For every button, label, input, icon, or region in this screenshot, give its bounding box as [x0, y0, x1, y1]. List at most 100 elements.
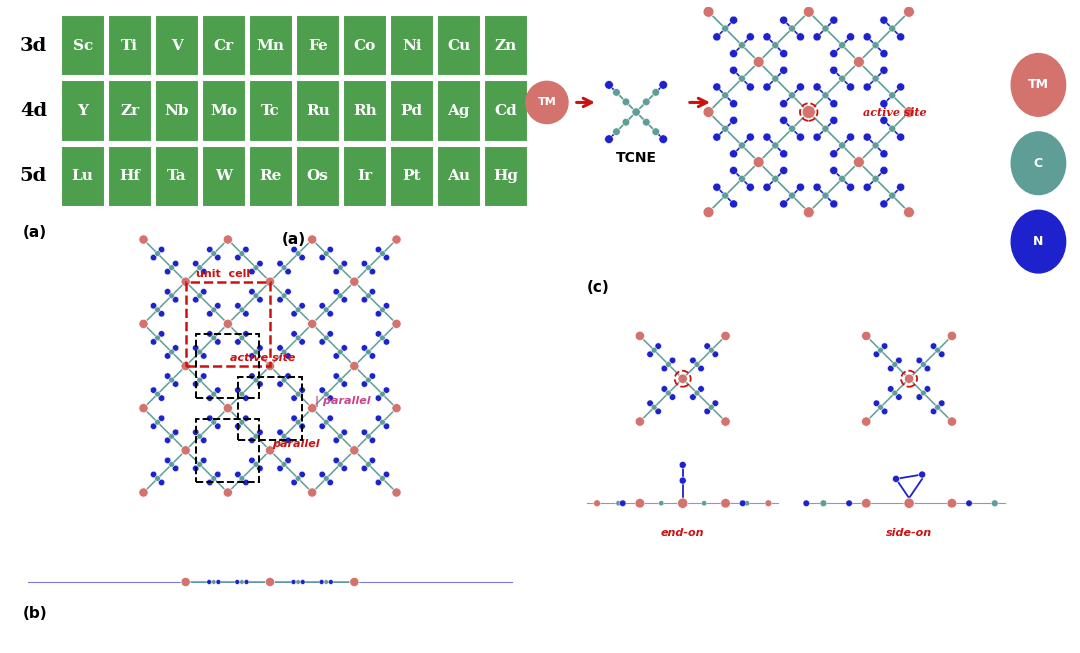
Circle shape	[365, 462, 372, 468]
Circle shape	[708, 404, 714, 410]
Text: Cr: Cr	[214, 39, 233, 53]
Circle shape	[369, 457, 376, 464]
Circle shape	[291, 246, 297, 253]
Circle shape	[822, 25, 829, 32]
Circle shape	[154, 251, 161, 257]
Circle shape	[383, 387, 390, 393]
Circle shape	[896, 183, 905, 191]
Text: Mn: Mn	[257, 39, 285, 53]
Circle shape	[654, 408, 661, 415]
FancyBboxPatch shape	[60, 146, 105, 207]
Text: C: C	[1034, 157, 1043, 170]
FancyBboxPatch shape	[248, 146, 293, 207]
FancyBboxPatch shape	[154, 15, 199, 76]
Circle shape	[295, 475, 301, 481]
Circle shape	[665, 362, 672, 368]
Circle shape	[234, 302, 241, 309]
Circle shape	[780, 167, 787, 174]
Circle shape	[772, 75, 779, 82]
Circle shape	[739, 42, 745, 49]
Circle shape	[296, 580, 300, 584]
Text: parallel: parallel	[272, 439, 320, 449]
Circle shape	[654, 343, 661, 349]
Circle shape	[285, 268, 292, 275]
Circle shape	[892, 475, 900, 483]
Circle shape	[139, 319, 148, 328]
Circle shape	[253, 293, 259, 298]
Circle shape	[192, 345, 199, 351]
Circle shape	[702, 501, 706, 506]
Circle shape	[168, 349, 175, 355]
Circle shape	[930, 408, 936, 415]
Circle shape	[350, 446, 359, 455]
Circle shape	[333, 437, 339, 443]
Circle shape	[276, 465, 283, 471]
FancyBboxPatch shape	[484, 146, 528, 207]
FancyBboxPatch shape	[484, 80, 528, 142]
Circle shape	[659, 80, 667, 89]
Circle shape	[341, 429, 348, 436]
Circle shape	[350, 277, 359, 286]
Circle shape	[720, 331, 730, 341]
Circle shape	[164, 289, 171, 295]
Text: Rh: Rh	[353, 104, 377, 118]
Circle shape	[896, 83, 905, 91]
Text: Zn: Zn	[495, 39, 517, 53]
Circle shape	[804, 7, 814, 17]
Circle shape	[880, 200, 888, 208]
Circle shape	[192, 261, 199, 267]
Text: Os: Os	[307, 169, 328, 183]
Circle shape	[276, 345, 283, 351]
Circle shape	[813, 183, 821, 191]
Circle shape	[892, 390, 897, 396]
Circle shape	[197, 462, 203, 468]
Circle shape	[880, 150, 888, 158]
Circle shape	[721, 499, 730, 507]
Circle shape	[295, 251, 301, 257]
Circle shape	[762, 83, 771, 91]
Circle shape	[281, 349, 287, 355]
Circle shape	[323, 251, 329, 257]
Circle shape	[703, 106, 714, 118]
Circle shape	[730, 116, 738, 124]
Circle shape	[159, 246, 165, 253]
Circle shape	[369, 353, 376, 359]
Circle shape	[873, 42, 879, 49]
Circle shape	[164, 437, 171, 443]
Circle shape	[713, 133, 720, 141]
Text: Nb: Nb	[164, 104, 189, 118]
FancyBboxPatch shape	[202, 146, 246, 207]
Circle shape	[863, 83, 872, 91]
Circle shape	[327, 246, 334, 253]
Circle shape	[234, 339, 241, 345]
Circle shape	[651, 347, 657, 353]
Circle shape	[333, 353, 339, 359]
Text: (a): (a)	[282, 232, 307, 247]
Text: Hf: Hf	[119, 169, 140, 183]
Circle shape	[239, 335, 245, 341]
Circle shape	[813, 83, 821, 91]
Circle shape	[320, 580, 324, 584]
Circle shape	[762, 33, 771, 41]
Circle shape	[150, 471, 157, 477]
Circle shape	[154, 391, 161, 397]
Circle shape	[526, 82, 568, 123]
Circle shape	[369, 268, 376, 275]
Circle shape	[323, 307, 329, 313]
Circle shape	[788, 192, 796, 199]
Circle shape	[392, 319, 401, 328]
Circle shape	[365, 349, 372, 355]
Circle shape	[730, 200, 738, 208]
Circle shape	[333, 268, 339, 275]
Circle shape	[822, 192, 829, 199]
Circle shape	[365, 293, 372, 298]
Circle shape	[896, 33, 905, 41]
Circle shape	[947, 331, 957, 341]
Circle shape	[704, 408, 711, 415]
Circle shape	[139, 235, 148, 244]
Circle shape	[243, 395, 249, 402]
Circle shape	[173, 429, 179, 436]
Circle shape	[863, 133, 872, 141]
FancyBboxPatch shape	[436, 80, 481, 142]
Circle shape	[248, 457, 255, 464]
